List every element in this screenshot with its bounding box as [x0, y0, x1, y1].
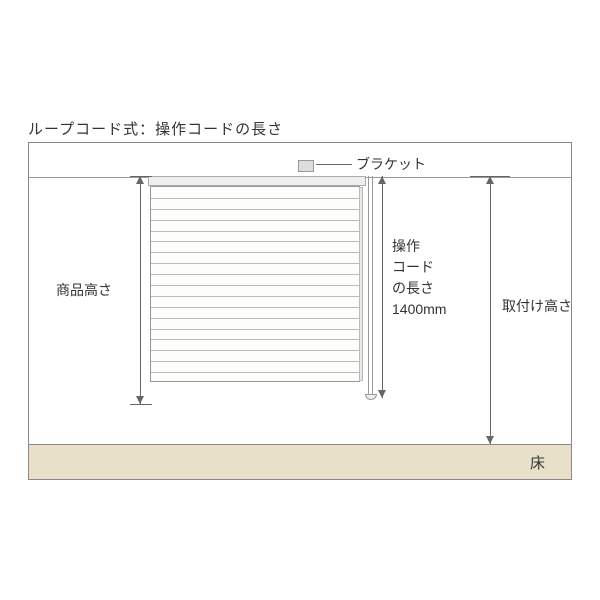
blind-slat [151, 198, 359, 199]
blind-slat [151, 329, 359, 330]
blind-slat [151, 339, 359, 340]
blind-slat [151, 307, 359, 308]
label-cord-l2: コード [392, 257, 446, 278]
blind-slat [151, 296, 359, 297]
blind-slat [151, 372, 359, 373]
blind-body [150, 186, 360, 382]
blind-headrail [148, 176, 366, 186]
diagram-canvas: ループコード式：操作コードの長さ 床 ブラケット 商品高さ 操作 コード の長さ… [0, 0, 600, 600]
label-cord-l1: 操作 [392, 236, 446, 257]
label-product-height: 商品高さ [56, 280, 112, 301]
blind-slat [151, 318, 359, 319]
blind-slat [151, 252, 359, 253]
label-mounting-height: 取付け高さ [502, 296, 572, 317]
blind-slat [151, 231, 359, 232]
blind-slat [151, 241, 359, 242]
dim-cord-line [382, 176, 383, 398]
dim-mount-line [490, 176, 491, 444]
blind-slat [151, 274, 359, 275]
dim-cord-arrow-up [378, 176, 386, 184]
dim-cord-arrow-down [378, 390, 386, 398]
dim-product-line [140, 176, 141, 404]
label-cord-length: 操作 コード の長さ 1400mm [392, 236, 446, 320]
label-cord-val: 1400mm [392, 299, 446, 320]
blind-slat [151, 361, 359, 362]
dim-mount-arrow-down [486, 436, 494, 444]
floor-label: 床 [530, 452, 545, 473]
floor-strip [29, 444, 571, 479]
blind-slat [151, 220, 359, 221]
operation-cord [368, 176, 369, 396]
blind-slat [151, 263, 359, 264]
bracket-label: ブラケット [356, 154, 426, 174]
dim-product-arrow-up [136, 176, 144, 184]
dim-mount-arrow-up [486, 176, 494, 184]
operation-cord-2 [372, 176, 373, 396]
diagram-title: ループコード式：操作コードの長さ [28, 118, 283, 139]
dim-product-arrow-down [136, 396, 144, 404]
blind-side-rail [359, 187, 363, 381]
bracket-icon [298, 160, 314, 172]
blind-slat [151, 285, 359, 286]
blind-slat [151, 350, 359, 351]
blind-slat [151, 209, 359, 210]
label-cord-l3: の長さ [392, 278, 446, 299]
dim-product-bot-ext [130, 404, 152, 405]
bracket-leader [316, 164, 352, 165]
